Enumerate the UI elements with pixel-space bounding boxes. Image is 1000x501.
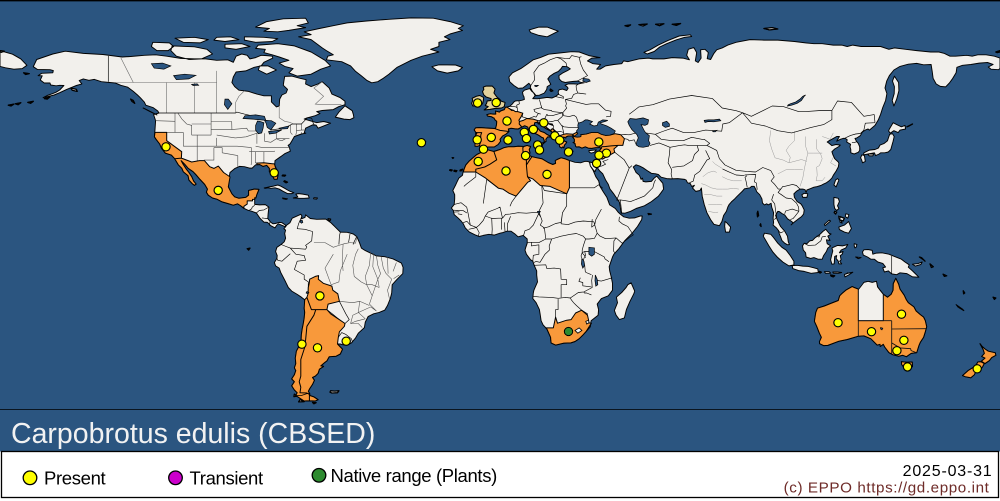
- svg-text:Native range (Plants): Native range (Plants): [331, 465, 498, 486]
- svg-text:Present: Present: [44, 468, 106, 489]
- svg-text:Carpobrotus edulis (CBSED): Carpobrotus edulis (CBSED): [11, 418, 375, 450]
- svg-text:Transient: Transient: [190, 468, 263, 489]
- svg-text:2025-03-31: 2025-03-31: [903, 463, 993, 480]
- svg-text:(c) EPPO https://gd.eppo.int: (c) EPPO https://gd.eppo.int: [784, 480, 990, 497]
